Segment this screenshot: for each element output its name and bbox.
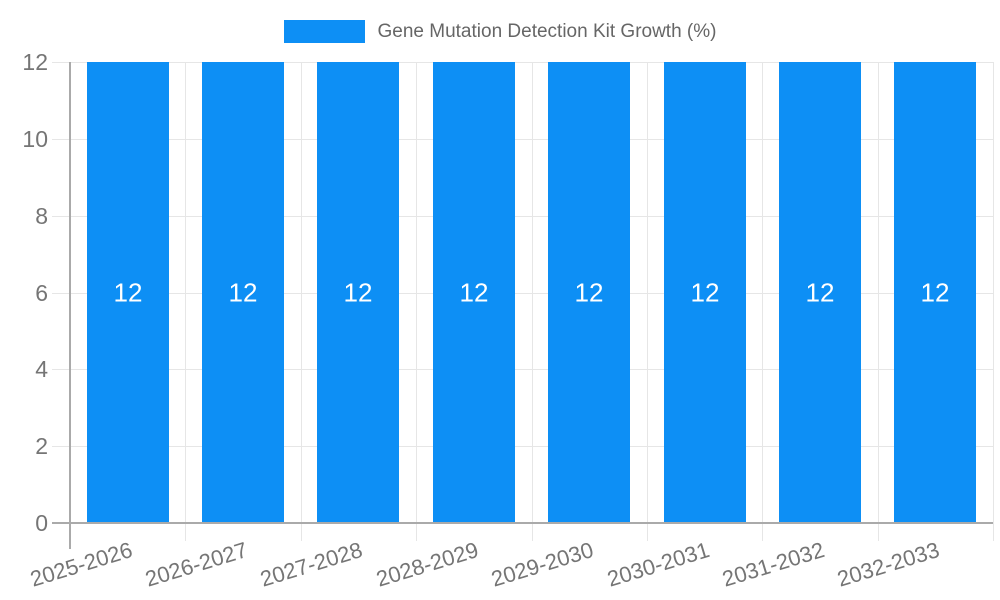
legend-color-swatch bbox=[283, 20, 365, 43]
y-tick-label: 0 bbox=[35, 510, 48, 536]
bar-2031-2032[interactable]: 12 bbox=[779, 62, 861, 523]
bar-value-label: 12 bbox=[228, 277, 258, 307]
gridline-vertical bbox=[301, 62, 302, 541]
y-tick-label: 2 bbox=[35, 433, 48, 459]
bar-2032-2033[interactable]: 12 bbox=[894, 62, 976, 523]
bar-value-label: 12 bbox=[920, 277, 950, 307]
plot-area: 0 2 4 6 8 10 12 12 12 12 12 12 12 12 12 2025-2026 2026-2… bbox=[22, 49, 994, 592]
gridline-vertical bbox=[878, 62, 879, 541]
bar-2028-2029[interactable]: 12 bbox=[433, 62, 515, 523]
gridline-vertical bbox=[993, 62, 994, 541]
gridline-vertical bbox=[647, 62, 648, 541]
y-tick-label: 8 bbox=[35, 203, 48, 229]
x-tick-label: 2032-2033 bbox=[834, 537, 943, 592]
x-tick-label: 2027-2028 bbox=[257, 537, 366, 592]
gridline-vertical bbox=[532, 62, 533, 541]
x-tick-label: 2026-2027 bbox=[142, 537, 251, 592]
x-tick-label: 2030-2031 bbox=[604, 537, 713, 592]
y-tick-label: 6 bbox=[35, 280, 48, 306]
x-tick-label: 2028-2029 bbox=[373, 537, 482, 592]
bar-value-label: 12 bbox=[113, 277, 143, 307]
bar-value-label: 12 bbox=[574, 277, 604, 307]
y-tick-label: 10 bbox=[22, 126, 48, 152]
bar-2029-2030[interactable]: 12 bbox=[548, 62, 630, 523]
bar-value-label: 12 bbox=[690, 277, 720, 307]
gridline-vertical bbox=[416, 62, 417, 541]
bar-2030-2031[interactable]: 12 bbox=[664, 62, 746, 523]
y-tick-label: 4 bbox=[35, 356, 48, 382]
x-tick-label: 2025-2026 bbox=[27, 537, 136, 592]
x-tick-label: 2031-2032 bbox=[719, 537, 828, 592]
bar-value-label: 12 bbox=[343, 277, 373, 307]
gridline-vertical bbox=[762, 62, 763, 541]
gridline-vertical bbox=[185, 62, 186, 541]
bar-value-label: 12 bbox=[805, 277, 835, 307]
y-axis-line bbox=[69, 62, 71, 549]
chart-legend[interactable]: Gene Mutation Detection Kit Growth (%) bbox=[0, 19, 1000, 44]
x-tick-label: 2029-2030 bbox=[488, 537, 597, 592]
bar-2027-2028[interactable]: 12 bbox=[317, 62, 399, 523]
bar-value-label: 12 bbox=[459, 277, 489, 307]
y-tick-label: 12 bbox=[22, 49, 48, 75]
bar-2025-2026[interactable]: 12 bbox=[87, 62, 169, 523]
legend-label: Gene Mutation Detection Kit Growth (%) bbox=[377, 21, 717, 42]
bar-2026-2027[interactable]: 12 bbox=[202, 62, 284, 523]
